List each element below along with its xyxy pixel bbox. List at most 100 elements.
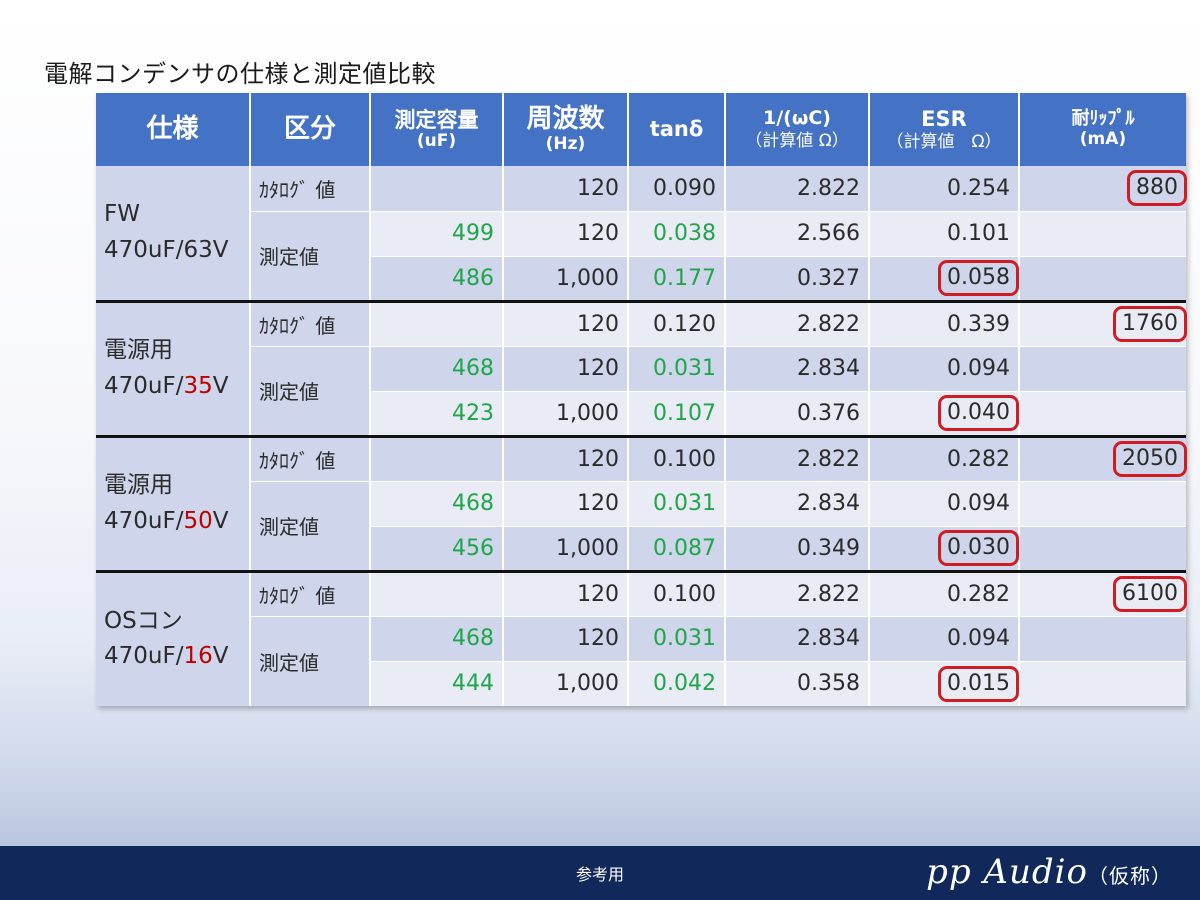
header-spec: 仕様 — [96, 93, 251, 166]
cap-cell: 486 — [370, 255, 504, 301]
footer-bar: 参考用 pp Audio（仮称） — [0, 846, 1200, 900]
esr-cell: 0.254 — [869, 166, 1020, 211]
tan-cell: 0.100 — [628, 434, 726, 481]
esr-highlight: 0.030 — [938, 529, 1019, 567]
esr-cell: 0.015 — [869, 660, 1020, 706]
kubun-measured: 測定値 — [250, 210, 371, 301]
ripple-cell — [1019, 255, 1186, 301]
table-row: 456 1,000 0.087 0.349 0.030 — [96, 525, 1186, 571]
ripple-cell: 1760 — [1019, 299, 1187, 346]
ripple-cell: 880 — [1019, 166, 1187, 211]
comparison-table: 仕様 区分 測定容量 (uF) 周波数 (Hz) tanδ 1/(ωC) （計算値 Ω… — [96, 93, 1187, 706]
freq-cell: 120 — [503, 345, 629, 391]
table-row: 電源用 470uF/50V ｶﾀﾛｸﾞ 値 120 0.100 2.822 0.2… — [96, 434, 1187, 571]
freq-cell: 120 — [503, 166, 629, 211]
esr-highlight: 0.015 — [938, 665, 1019, 702]
ripple-highlight: 2050 — [1113, 440, 1187, 478]
react-cell: 2.834 — [725, 345, 870, 391]
tan-cell: 0.087 — [628, 525, 726, 571]
cap-cell: 468 — [370, 345, 504, 391]
esr-cell: 0.058 — [869, 255, 1020, 301]
react-cell: 2.834 — [725, 480, 870, 526]
table-row: 測定値 468 120 0.031 2.834 0.094 — [96, 615, 1186, 706]
brand-logo: pp Audio（仮称） — [926, 852, 1172, 892]
esr-cell: 0.030 — [869, 525, 1020, 571]
spec-cell: 電源用 470uF/50V — [96, 434, 251, 571]
react-cell: 2.566 — [725, 210, 870, 256]
freq-cell: 120 — [503, 434, 629, 481]
cap-cell — [370, 569, 504, 616]
table-row: 電源用 470uF/35V ｶﾀﾛｸﾞ 値 120 0.120 2.822 0.3… — [96, 299, 1187, 436]
kubun-measured: 測定値 — [250, 480, 371, 571]
esr-cell: 0.282 — [869, 569, 1020, 616]
tan-cell: 0.090 — [628, 166, 726, 211]
freq-cell: 120 — [503, 299, 629, 346]
esr-cell: 0.094 — [869, 615, 1020, 661]
cap-cell: 423 — [370, 390, 504, 436]
header-kubun: 区分 — [250, 93, 371, 166]
tan-cell: 0.031 — [628, 480, 726, 526]
esr-highlight: 0.058 — [938, 259, 1019, 297]
react-cell: 0.327 — [725, 255, 870, 301]
slide-title: 電解コンデンサの仕様と測定値比較 — [44, 60, 436, 88]
react-cell: 0.376 — [725, 390, 870, 436]
ripple-cell — [1019, 345, 1186, 391]
footer-note: 参考用 — [575, 865, 624, 884]
kubun-catalog: ｶﾀﾛｸﾞ 値 — [250, 569, 371, 616]
cap-cell: 468 — [370, 615, 504, 661]
spec-cell: FW 470uF/63V — [96, 166, 251, 301]
freq-cell: 120 — [503, 210, 629, 256]
tan-cell: 0.031 — [628, 615, 726, 661]
kubun-catalog: ｶﾀﾛｸﾞ 値 — [250, 434, 371, 481]
table-row: OSコン 470uF/16V ｶﾀﾛｸﾞ 値 120 0.100 2.822 0.… — [96, 569, 1187, 706]
react-cell: 2.822 — [725, 166, 870, 211]
tan-cell: 0.042 — [628, 660, 726, 706]
kubun-measured: 測定値 — [250, 345, 371, 436]
ripple-cell — [1019, 615, 1186, 661]
react-cell: 2.822 — [725, 569, 870, 616]
table-row: 測定値 468 120 0.031 2.834 0.094 — [96, 480, 1186, 571]
cap-cell — [370, 299, 504, 346]
header-ripple: 耐ﾘｯﾌﾟﾙ (mA) — [1019, 93, 1186, 166]
table-row: 444 1,000 0.042 0.358 0.015 — [96, 660, 1186, 706]
comparison-table-wrapper: 仕様 区分 測定容量 (uF) 周波数 (Hz) tanδ 1/(ωC) （計算値 Ω… — [96, 93, 1187, 706]
table-row: FW 470uF/63V ｶﾀﾛｸﾞ 値 120 0.090 2.822 0.25… — [96, 166, 1187, 301]
ripple-highlight: 6100 — [1113, 575, 1187, 613]
cap-cell: 499 — [370, 210, 504, 256]
esr-highlight: 0.040 — [938, 394, 1019, 432]
cap-cell — [370, 434, 504, 481]
cap-cell: 444 — [370, 660, 504, 706]
esr-cell: 0.282 — [869, 434, 1020, 481]
freq-cell: 120 — [503, 569, 629, 616]
ripple-cell — [1019, 660, 1186, 706]
tan-cell: 0.177 — [628, 255, 726, 301]
freq-cell: 1,000 — [503, 255, 629, 301]
tan-cell: 0.107 — [628, 390, 726, 436]
react-cell: 2.822 — [725, 299, 870, 346]
ripple-cell — [1019, 480, 1186, 526]
ripple-cell: 2050 — [1019, 434, 1187, 481]
tan-cell: 0.100 — [628, 569, 726, 616]
ripple-cell — [1019, 390, 1186, 436]
esr-cell: 0.040 — [869, 390, 1020, 436]
table-row: 423 1,000 0.107 0.376 0.040 — [96, 390, 1186, 436]
esr-cell: 0.094 — [869, 345, 1020, 391]
table-row: 測定値 499 120 0.038 2.566 0.101 — [96, 210, 1186, 301]
react-cell: 0.358 — [725, 660, 870, 706]
ripple-cell — [1019, 525, 1186, 571]
tan-cell: 0.038 — [628, 210, 726, 256]
spec-cell: OSコン 470uF/16V — [96, 569, 251, 706]
ripple-highlight: 1760 — [1113, 305, 1187, 343]
freq-cell: 1,000 — [503, 660, 629, 706]
esr-cell: 0.101 — [869, 210, 1020, 256]
kubun-catalog: ｶﾀﾛｸﾞ 値 — [250, 299, 371, 346]
freq-cell: 1,000 — [503, 390, 629, 436]
esr-cell: 0.339 — [869, 299, 1020, 346]
kubun-catalog: ｶﾀﾛｸﾞ 値 — [250, 166, 371, 211]
esr-cell: 0.094 — [869, 480, 1020, 526]
cap-cell: 456 — [370, 525, 504, 571]
header-frequency: 周波数 (Hz) — [503, 93, 629, 166]
table-row: 486 1,000 0.177 0.327 0.058 — [96, 255, 1186, 301]
header-reactance: 1/(ωC) （計算値 Ω） — [725, 93, 870, 166]
header-capacitance: 測定容量 (uF) — [370, 93, 504, 166]
